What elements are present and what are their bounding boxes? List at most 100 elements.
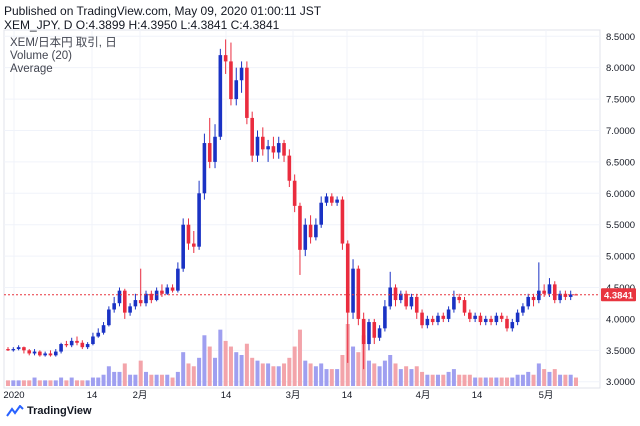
candle-body [197,193,201,247]
candle-body [255,136,260,156]
candle-body [80,342,85,348]
y-tick-label: 7.5000 [606,95,635,106]
candle-body [308,224,313,238]
volume-bar [32,377,37,386]
y-tick-label: 3.5000 [606,346,635,357]
last-price-label: 4.3841 [601,288,636,302]
candle-body [154,290,159,301]
volume-bar [489,377,494,386]
volume-bar [170,377,175,386]
tradingview-logo[interactable]: TradingView [6,405,92,417]
candle-body [101,325,106,333]
published-caption: Published on TradingView.com, May 09, 20… [4,4,322,18]
x-tick-label: 14 [342,390,353,401]
candle-body [16,347,21,350]
candle-body [181,224,185,269]
candles [6,39,578,370]
candle-body [271,146,276,153]
candle-body [388,287,393,307]
volume-bar [457,374,462,386]
y-tick-label: 6.0000 [606,189,635,200]
price-axis[interactable]: 8.5000 8.0000 7.5000 7.0000 6.5000 6.0000 5.50… [606,32,635,388]
volume-bar [510,377,515,386]
candle-body [85,344,90,348]
volume-bar [122,363,127,386]
x-tick-label: 3月 [286,390,301,401]
volume-bar [319,363,324,386]
candle-body [452,296,456,310]
volume-bar [568,374,573,386]
volume-bar [239,355,244,386]
candle-body [27,350,32,354]
volume-bar [388,355,393,386]
candle-body [176,268,180,291]
candle-body [547,284,552,294]
volume-bar [244,343,249,386]
candle-body [462,300,467,313]
volume-bar [101,374,106,386]
volume-bar [276,366,281,386]
y-tick-label: 6.5000 [606,157,635,168]
candle-body [22,347,26,351]
volume-bar [420,371,425,386]
volume-bar [409,369,414,386]
legend-average[interactable]: Average [10,63,53,75]
x-tick-label: 14 [87,390,98,401]
candle-body [420,312,424,326]
volume-bar [112,371,117,386]
candle-body [59,344,63,352]
volume-bar [303,360,308,386]
volume-bar [64,380,69,386]
volume-bar [271,366,276,386]
volume-bar [473,377,478,386]
legend-volume[interactable]: Volume (20) [10,50,73,62]
candle-body [202,143,207,194]
volume-bar [393,363,398,386]
candle-body [383,306,387,329]
candle-body [351,268,355,313]
volume-bar [16,380,21,386]
candle-body [11,349,16,351]
volume-bar [202,335,207,386]
candle-body [552,284,557,301]
candle-body [446,309,451,319]
volume-bar [526,371,531,386]
candle-body [563,293,568,297]
volume-bar [313,366,318,386]
candle-body [91,336,95,345]
candle-body [292,180,297,206]
candle-body [122,290,127,313]
volume-bar [106,366,111,386]
volume-bars [6,324,578,386]
candle-body [229,61,233,100]
legend-symbol[interactable]: XEM/日本円 取引, 日 [10,37,117,49]
volume-bar [542,369,547,386]
volume-bar [223,340,228,386]
candle-body [478,315,483,323]
candle-body [112,303,116,310]
volume-bar [154,374,159,386]
candle-body [128,306,132,313]
time-axis[interactable]: 2020 14 2月 14 3月 14 4月 14 5月 [3,390,553,401]
candle-body [414,296,419,313]
volume-bar [356,352,361,386]
volume-bar [69,377,74,386]
volume-bar [351,346,356,386]
volume-bar [6,380,10,386]
volume-bar [159,374,164,386]
volume-bar [297,329,302,386]
candle-body [330,196,334,203]
candle-body [234,80,239,100]
volume-bar [430,374,435,386]
candle-body [38,351,42,356]
volume-bar [53,380,58,386]
candle-body [499,315,504,319]
candle-body [319,202,323,225]
volume-bar [340,355,345,386]
candle-body [170,287,175,291]
volume-bar [186,363,191,386]
volume-bar [27,380,32,386]
candle-body [483,318,488,323]
candle-body [75,340,79,343]
